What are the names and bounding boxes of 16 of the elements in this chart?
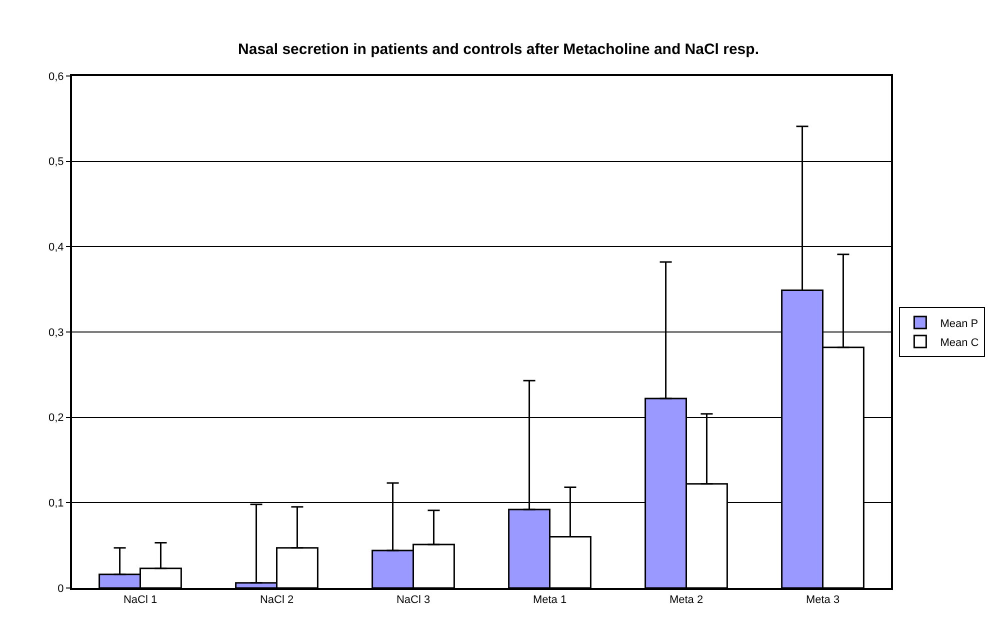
x-tick-label: Meta 1: [532, 594, 567, 606]
y-tick-label: 0,2: [48, 412, 64, 424]
legend-label: Mean C: [940, 336, 979, 349]
y-tick-label: 0,1: [48, 498, 64, 510]
x-tick-label: Meta 3: [806, 594, 840, 606]
y-tick-label: 0,4: [48, 242, 64, 254]
legend-label: Mean P: [940, 318, 978, 330]
x-tick-label: NaCl 2: [260, 594, 294, 606]
chart-title: Nasal secretion in patients and controls after Metacholine and NaCl resp.: [238, 41, 759, 58]
y-tick-label: 0,5: [48, 156, 64, 168]
y-tick-label: 0,6: [48, 70, 64, 83]
x-tick-label: NaCl 1: [123, 594, 158, 606]
x-tick-label: NaCl 3: [396, 594, 430, 606]
y-tick-label: 0: [58, 582, 64, 595]
y-tick-label: 0,3: [48, 326, 64, 339]
x-tick-label: Meta 2: [669, 594, 704, 606]
